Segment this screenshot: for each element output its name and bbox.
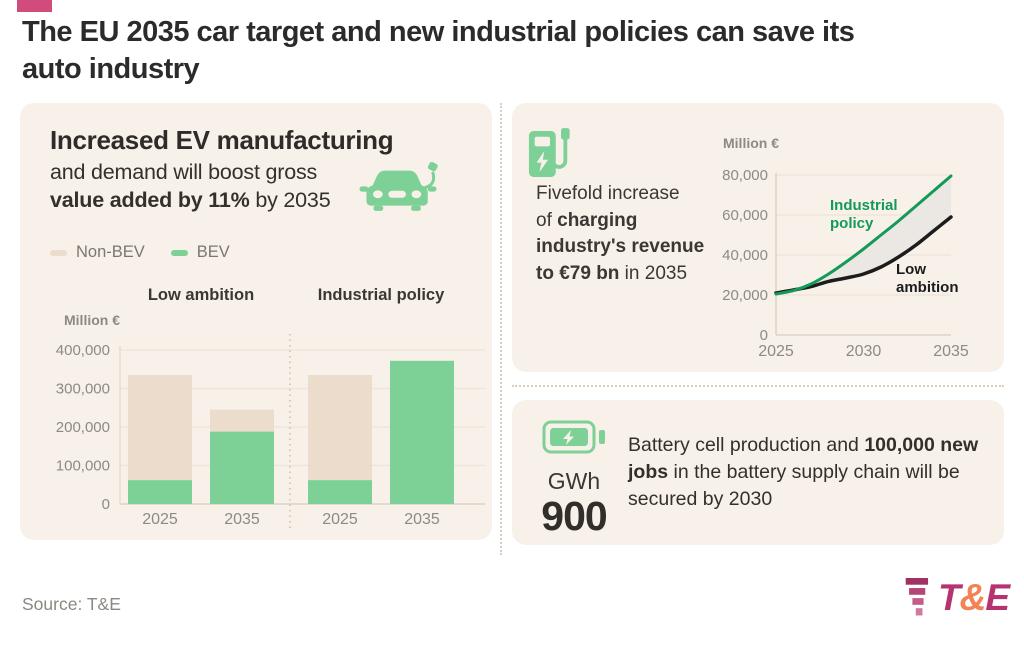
line-label-industrial-policy: Industrial policy bbox=[830, 197, 898, 232]
svg-text:2025: 2025 bbox=[322, 511, 358, 528]
panel-gva-title: Increased EV manufacturing bbox=[50, 125, 394, 155]
legend-item-bev: BEV bbox=[170, 243, 230, 262]
logo-letter-e: E bbox=[985, 577, 1010, 618]
svg-text:0: 0 bbox=[760, 327, 768, 344]
legend-label: Non-BEV bbox=[76, 243, 145, 261]
te-logo-text: T&E bbox=[938, 577, 1010, 618]
charging-line2a: of bbox=[536, 209, 558, 231]
page-title-line1: The EU 2035 car target and new industria… bbox=[22, 16, 855, 48]
line-chart-unit-label: Million € bbox=[723, 135, 779, 151]
line-label-low-ambition: Low ambition bbox=[896, 261, 959, 296]
logo-letter-t: T bbox=[938, 577, 961, 618]
charging-line4b: in 2035 bbox=[619, 262, 688, 284]
panel-battery: GWh 900 Battery cell production and 100,… bbox=[512, 400, 1004, 545]
svg-text:2035: 2035 bbox=[224, 511, 260, 528]
svg-text:2030: 2030 bbox=[846, 343, 882, 360]
legend-swatch bbox=[50, 249, 67, 256]
charging-line2b: charging bbox=[557, 209, 638, 231]
bar-chart-unit-label: Million € bbox=[64, 312, 120, 328]
svg-text:2025: 2025 bbox=[142, 511, 178, 528]
battery-icon bbox=[542, 420, 605, 454]
svg-text:60,000: 60,000 bbox=[722, 207, 768, 224]
battery-stat: GWh 900 bbox=[528, 418, 620, 540]
accent-square bbox=[17, 0, 52, 12]
panel-gva-subtitle-bold: value added by 11% bbox=[50, 188, 250, 212]
svg-text:2035: 2035 bbox=[404, 511, 440, 528]
charging-line1: Fivefold increase bbox=[536, 183, 680, 204]
source-credit: Source: T&E bbox=[22, 594, 121, 614]
bar-group-title-industrial-policy: Industrial policy bbox=[317, 286, 445, 304]
charging-line-chart: 0 20,000 40,000 60,000 80,000 2025 2030 2035 Ind… bbox=[722, 167, 969, 360]
panel-charging-revenue: Fivefold increase of charging industry's… bbox=[512, 103, 1004, 372]
svg-text:80,000: 80,000 bbox=[722, 167, 768, 184]
battery-unit: GWh bbox=[547, 468, 601, 494]
gva-bar-chart: 0 100,000 200,000 300,000 400,000 2025 2035 202… bbox=[56, 334, 485, 530]
svg-text:0: 0 bbox=[102, 496, 110, 513]
svg-text:200,000: 200,000 bbox=[56, 419, 110, 436]
battery-statement: Battery cell production and 100,000 new … bbox=[628, 432, 1000, 513]
bar-chart-legend: Non-BEV BEV bbox=[50, 243, 230, 262]
te-logo-stripes-icon bbox=[905, 578, 929, 616]
svg-text:400,000: 400,000 bbox=[56, 342, 110, 359]
battery-value: 900 bbox=[541, 493, 607, 539]
legend-label: BEV bbox=[196, 243, 230, 261]
bar-group-title-low-ambition: Low ambition bbox=[147, 286, 255, 304]
panel-ev-manufacturing: Increased EV manufacturing and demand wi… bbox=[20, 103, 492, 540]
panel-gva-subtitle-tail: by 2035 bbox=[249, 188, 331, 212]
svg-text:2035: 2035 bbox=[933, 343, 969, 360]
ev-charger-icon bbox=[528, 128, 570, 177]
page-title-line2: auto industry bbox=[22, 53, 200, 85]
charging-statement: Fivefold increase of charging industry's… bbox=[536, 181, 704, 287]
battery-text-1: Battery cell production and bbox=[628, 434, 865, 456]
legend-item-non-bev: Non-BEV bbox=[50, 243, 145, 262]
svg-text:2025: 2025 bbox=[758, 343, 794, 360]
charging-line3: industry's revenue bbox=[536, 236, 705, 257]
legend-swatch bbox=[170, 249, 188, 256]
dotted-separator-horizontal bbox=[512, 385, 1004, 387]
dotted-separator-vertical bbox=[500, 103, 502, 555]
svg-text:300,000: 300,000 bbox=[56, 381, 110, 398]
page-title: The EU 2035 car target and new industria… bbox=[22, 14, 982, 88]
svg-text:100,000: 100,000 bbox=[56, 458, 110, 475]
logo-ampersand: & bbox=[959, 577, 987, 618]
svg-text:40,000: 40,000 bbox=[722, 247, 768, 264]
battery-text-bold: 100,000 new jobs bbox=[628, 434, 979, 483]
svg-text:20,000: 20,000 bbox=[722, 287, 768, 304]
panel-gva-subtitle-1: and demand will boost gross bbox=[50, 160, 318, 184]
te-logo: T&E bbox=[903, 577, 1010, 618]
battery-text-2: in the battery supply chain will be secu… bbox=[628, 461, 960, 510]
panel-gva-subtitle-2: value added by 11% by 2035 bbox=[50, 188, 331, 213]
ev-car-icon bbox=[359, 161, 438, 211]
charging-line4a: to €79 bn bbox=[536, 262, 620, 284]
